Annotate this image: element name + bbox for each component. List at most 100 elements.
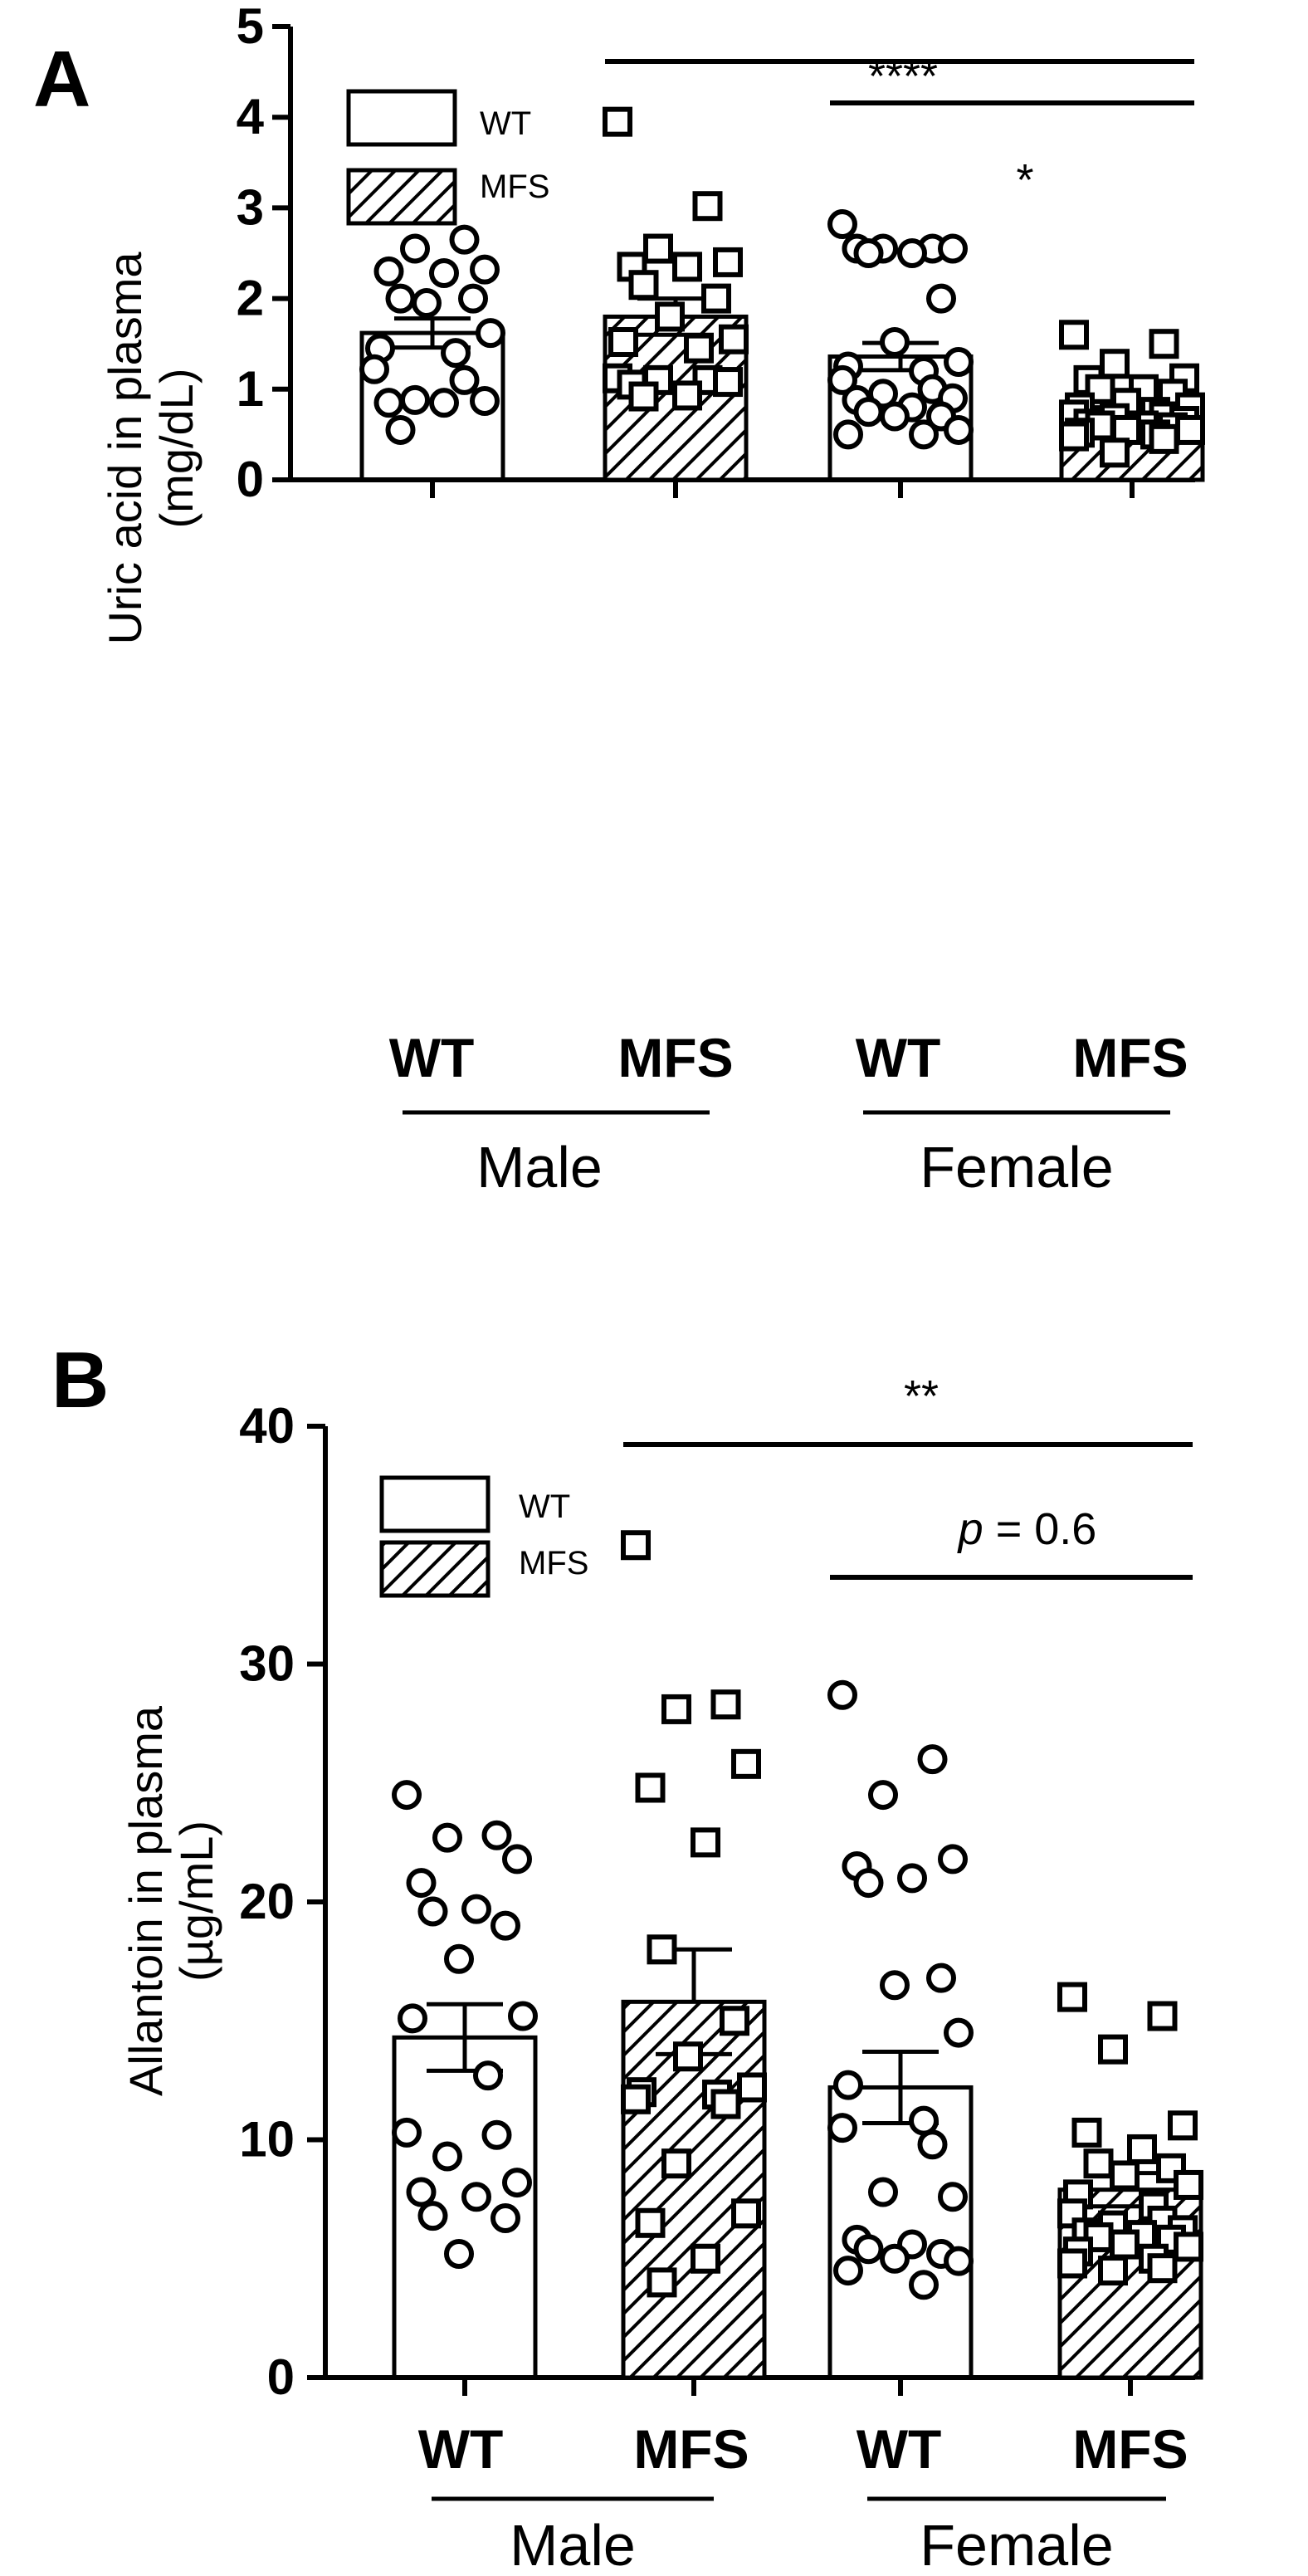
data-point: [926, 283, 956, 314]
data-point: [1083, 2148, 1114, 2179]
y-tick-label: 0: [237, 452, 264, 507]
y-tick-label: 2: [237, 271, 264, 326]
data-point: [691, 1827, 720, 1858]
group-label-male: Male: [510, 2513, 636, 2576]
y-axis-label-line1: Allantoin in plasma: [120, 1705, 172, 2096]
data-point: [827, 364, 857, 395]
data-point: [673, 2041, 703, 2072]
category-label-female-wt: WT: [857, 2418, 942, 2480]
data-point: [400, 384, 430, 415]
legend-label-wt: WT: [519, 1488, 570, 1525]
data-point: [385, 283, 416, 314]
data-point: [1174, 2169, 1203, 2200]
data-point: [359, 354, 389, 384]
data-point: [635, 2207, 666, 2238]
data-point: [713, 367, 743, 398]
data-point: [868, 2177, 898, 2207]
data-point: [412, 288, 442, 319]
panel-letter-b: B: [51, 1336, 109, 1425]
data-point: [897, 238, 927, 268]
data-point: [672, 380, 702, 411]
data-point: [1098, 2256, 1128, 2286]
data-point: [944, 347, 974, 378]
y-tick-label: 0: [267, 2349, 295, 2405]
panel-uric-acid-chart: A Uric acid in plasma (mg/dL) 0 1 2 3 4 5 WT …: [33, 0, 1205, 1200]
category-labels: WT MFS WT MFS Male Female: [389, 1027, 1188, 1200]
data-point: [417, 1896, 448, 1927]
data-point: [926, 1963, 956, 1993]
data-point: [621, 2084, 651, 2114]
data-point: [909, 2270, 939, 2300]
data-point: [1098, 2034, 1128, 2065]
data-point: [373, 256, 404, 286]
data-point: [449, 364, 480, 395]
data-point: [731, 1748, 761, 1779]
data-point: [853, 238, 884, 268]
data-point: [398, 2003, 427, 2034]
data-point: [621, 1530, 651, 1561]
data-point: [880, 1970, 910, 2001]
legend-label-wt: WT: [480, 105, 531, 142]
data-point: [737, 2072, 767, 2103]
data-point: [1149, 329, 1179, 359]
data-point: [833, 2256, 863, 2286]
legend-label-mfs: MFS: [480, 169, 549, 205]
data-point: [719, 324, 749, 354]
y-axis-label-line2: (µg/mL): [170, 1821, 222, 1982]
data-point: [392, 1780, 422, 1811]
significance-brackets: ** p = 0.6: [623, 1371, 1193, 1580]
data-point: [643, 233, 673, 264]
data-point: [400, 233, 430, 264]
legend-label-mfs: MFS: [519, 1545, 588, 1581]
data-point: [603, 106, 632, 137]
data-point: [880, 327, 910, 358]
y-axis-label-line2: (mg/dL): [150, 369, 203, 529]
data-point: [628, 381, 659, 412]
group-label-female: Female: [920, 1135, 1113, 1200]
y-tick-label: 5: [237, 0, 264, 54]
data-point: [1127, 2134, 1157, 2164]
data-point: [417, 2201, 448, 2231]
data-point: [938, 1844, 968, 1875]
panel-allantoin-chart: B Allantoin in plasma (µg/mL) 010203040 …: [51, 1336, 1203, 2576]
y-tick-label: 1: [237, 361, 264, 417]
data-point: [608, 327, 638, 358]
data-point: [917, 1744, 948, 1775]
data-point: [1057, 1982, 1087, 2012]
y-axis-label-line1: Uric acid in plasma: [99, 252, 151, 645]
data-point: [713, 247, 743, 277]
data-point: [1100, 437, 1130, 468]
data-point: [392, 2117, 422, 2148]
category-labels: WT MFS WT MFS Male Female: [418, 2418, 1188, 2576]
data-point: [1059, 320, 1089, 350]
data-point: [444, 1943, 474, 1974]
data-point: [432, 1822, 462, 1853]
significance-label-2: *: [1016, 155, 1033, 205]
data-point: [444, 2239, 474, 2270]
data-point: [710, 1689, 741, 1720]
significance-label-1: **: [904, 1371, 939, 1421]
group-label-female: Female: [920, 2513, 1113, 2576]
y-tick-label: 40: [239, 1398, 295, 1454]
data-point: [691, 2243, 720, 2274]
legend-swatch-wt: [346, 89, 457, 147]
data-point: [373, 388, 404, 418]
legend-swatch-mfs: [379, 1540, 490, 1598]
data-point: [470, 385, 500, 416]
legend-swatch-wt: [379, 1475, 490, 1533]
data-point: [853, 1868, 884, 1899]
data-point: [490, 1910, 520, 1941]
data-point: [853, 397, 884, 428]
data-point: [720, 2006, 749, 2036]
data-point: [1149, 423, 1179, 454]
category-label-female-mfs: MFS: [1072, 1027, 1188, 1088]
category-label-male-mfs: MFS: [617, 1027, 733, 1088]
data-point: [684, 333, 714, 364]
data-point: [385, 414, 416, 445]
data-point: [1071, 2117, 1102, 2148]
data-point: [710, 2089, 741, 2119]
data-point: [827, 2113, 857, 2143]
data-point: [833, 2070, 863, 2100]
data-point: [441, 338, 471, 369]
